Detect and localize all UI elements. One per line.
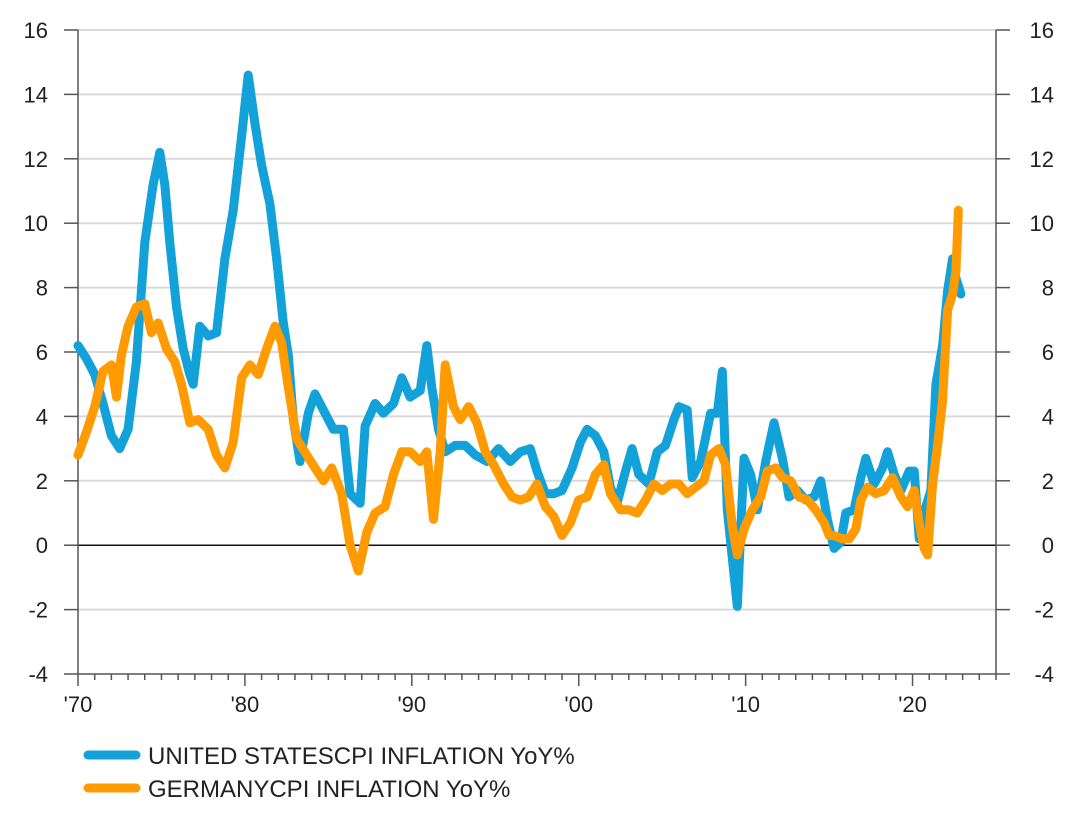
y-tick-label-left: 10: [24, 211, 48, 236]
y-tick-label-left: 4: [36, 404, 48, 429]
legend-label-germany: GERMANYCPI INFLATION YoY%: [148, 776, 510, 803]
y-tick-label-right: 10: [1030, 211, 1054, 236]
legend-label-united-states: UNITED STATESCPI INFLATION YoY%: [148, 743, 575, 770]
x-tick-label: '70: [64, 692, 93, 717]
x-tick-label: '80: [231, 692, 260, 717]
y-tick-label-left: 2: [36, 469, 48, 494]
y-tick-label-left: 16: [24, 18, 48, 43]
y-tick-label-right: 14: [1030, 82, 1054, 107]
y-tick-label-left: 0: [36, 533, 48, 558]
y-tick-label-left: 14: [24, 82, 48, 107]
y-tick-label-left: 12: [24, 147, 48, 172]
y-tick-label-right: -4: [1034, 662, 1054, 687]
axes: [64, 29, 1010, 686]
y-tick-label-left: -4: [28, 662, 48, 687]
y-tick-label-right: 4: [1042, 404, 1054, 429]
x-tick-label: '00: [564, 692, 593, 717]
y-tick-label-right: 6: [1042, 340, 1054, 365]
x-tick-label: '90: [397, 692, 426, 717]
y-tick-label-right: 0: [1042, 533, 1054, 558]
y-tick-label-right: -2: [1034, 598, 1054, 623]
tick-labels: 16 16 14 14 12 12 10 10 8 8 6 6 4 4 2 2 0 0 -2 -2 -4 -4 '70 '80…: [24, 18, 1054, 717]
legend: UNITED STATESCPI INFLATION YoY% GERMANYCP…: [83, 743, 575, 803]
y-tick-label-left: 6: [36, 340, 48, 365]
y-tick-label-left: -2: [28, 598, 48, 623]
y-tick-label-right: 2: [1042, 469, 1054, 494]
x-tick-label: '10: [731, 692, 760, 717]
series-line-germany: [73, 205, 963, 576]
series-lines: [73, 70, 966, 611]
y-tick-label-left: 8: [36, 276, 48, 301]
y-tick-label-right: 8: [1042, 276, 1054, 301]
y-tick-label-right: 16: [1030, 18, 1054, 43]
y-tick-label-right: 12: [1030, 147, 1054, 172]
x-tick-label: '20: [898, 692, 927, 717]
